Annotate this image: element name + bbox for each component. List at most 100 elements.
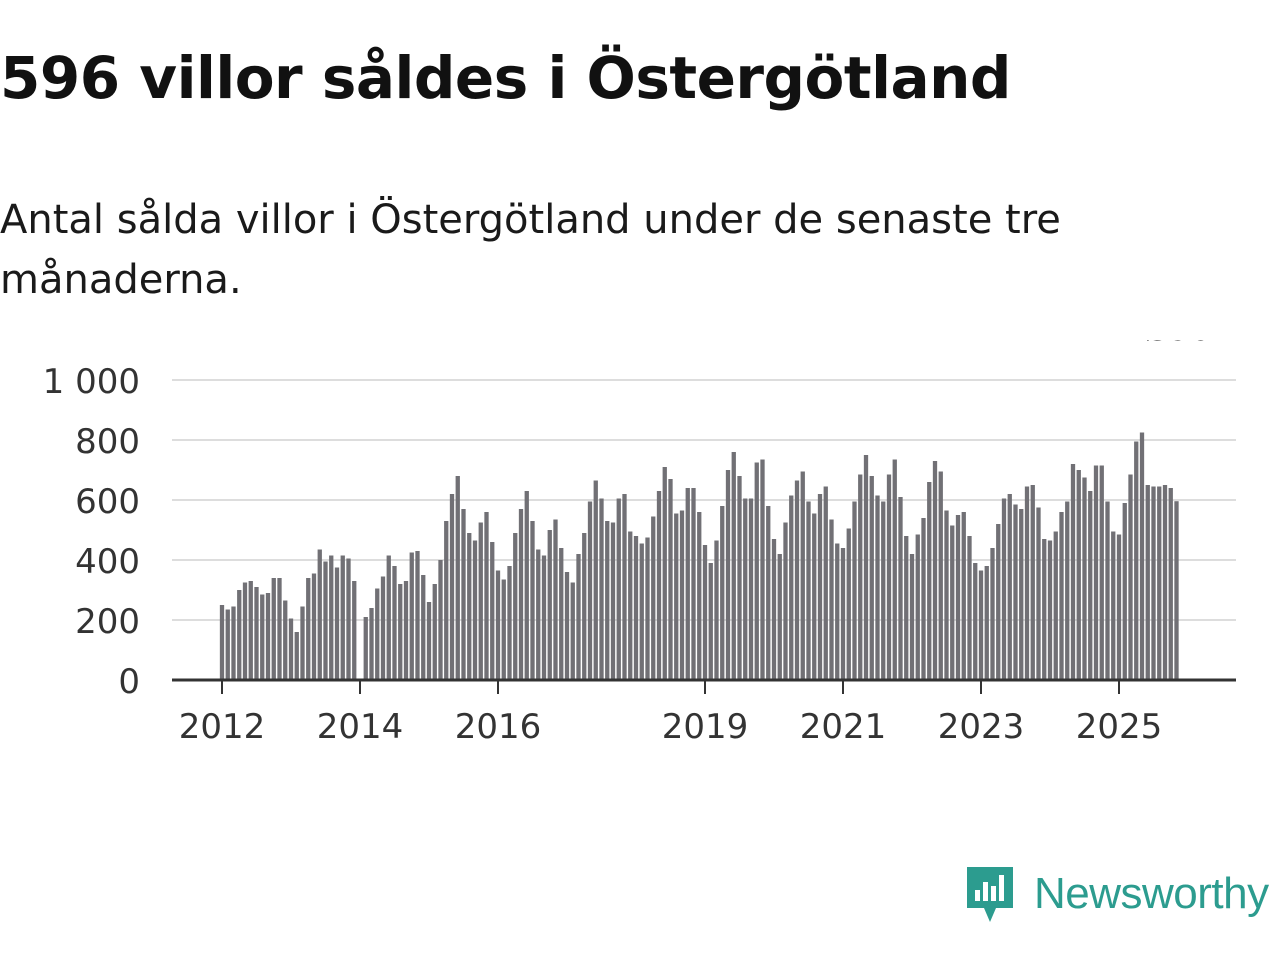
bar <box>311 573 317 680</box>
bar <box>1070 464 1076 680</box>
newsworthy-logo-icon <box>967 867 1013 922</box>
bar <box>674 513 679 680</box>
bar <box>283 600 288 680</box>
bar <box>495 570 501 680</box>
bar <box>1116 534 1122 680</box>
bar <box>1128 474 1133 680</box>
bar <box>633 536 639 680</box>
bar <box>898 497 903 680</box>
bar <box>656 491 662 680</box>
bar <box>478 522 483 680</box>
bar <box>754 462 759 680</box>
bar <box>501 579 506 680</box>
bar <box>1111 531 1116 680</box>
bar <box>812 513 817 680</box>
bar <box>352 581 357 680</box>
bar <box>662 467 667 680</box>
bar <box>875 495 880 680</box>
bar <box>932 461 938 680</box>
bar <box>904 536 909 680</box>
bar <box>518 509 524 680</box>
x-tick-label: 2025 <box>1076 707 1163 747</box>
bar <box>714 540 719 680</box>
y-tick-label: 800 <box>75 422 140 462</box>
bar <box>691 488 696 680</box>
bar <box>380 576 386 680</box>
bar <box>265 593 271 680</box>
bar <box>1019 509 1024 680</box>
y-axis-labels: 0 200 400 600 800 1 000 <box>43 362 140 702</box>
brand-name: Newsworthy <box>1034 869 1269 918</box>
bar <box>1122 503 1127 680</box>
y-tick-label: 0 <box>118 662 140 702</box>
bar <box>455 476 460 680</box>
bar <box>639 543 644 680</box>
bar <box>536 549 541 680</box>
bar <box>651 516 656 680</box>
bar <box>984 566 989 680</box>
bars <box>219 432 1179 680</box>
bar <box>990 548 995 680</box>
bar <box>444 521 449 680</box>
bar <box>553 519 558 680</box>
bar <box>1024 486 1030 680</box>
bar <box>737 476 742 680</box>
bar <box>645 537 650 680</box>
page-subtitle: Antal sålda villor i Östergötland under … <box>0 197 1061 303</box>
page-title: 596 villor såldes i Östergötland <box>0 44 1011 112</box>
bar <box>300 606 305 680</box>
bar <box>806 501 811 680</box>
x-tick-label: 2014 <box>317 707 404 747</box>
bar <box>1093 465 1099 680</box>
bar <box>237 590 242 680</box>
bar <box>1139 432 1145 680</box>
bar <box>622 494 627 680</box>
bar <box>1174 501 1179 680</box>
bar <box>306 578 311 680</box>
bar <box>961 512 966 680</box>
bar <box>1036 507 1041 680</box>
bar <box>524 491 529 680</box>
bar <box>1105 501 1110 680</box>
bar <box>582 533 587 680</box>
bar <box>334 567 340 680</box>
bar <box>587 501 593 680</box>
bar <box>731 452 736 680</box>
bar <box>1001 498 1007 680</box>
bar <box>685 488 690 680</box>
bar <box>340 555 345 680</box>
bar <box>996 524 1001 680</box>
bar <box>973 563 978 680</box>
bar <box>449 494 455 680</box>
bar <box>1053 531 1058 680</box>
bar <box>1076 470 1081 680</box>
bar <box>1088 491 1093 680</box>
x-tick-label: 2021 <box>800 707 887 747</box>
bar <box>271 578 276 680</box>
bar <box>260 594 265 680</box>
bar <box>1162 485 1168 680</box>
bar <box>530 521 535 680</box>
bar <box>1134 441 1139 680</box>
bar <box>771 539 777 680</box>
bar <box>1042 539 1047 680</box>
bar <box>846 528 851 680</box>
bar <box>616 498 621 680</box>
bar <box>1082 477 1087 680</box>
bar <box>363 617 368 680</box>
bar <box>507 566 512 680</box>
bar <box>1059 512 1064 680</box>
bar <box>823 486 828 680</box>
bar <box>329 555 334 680</box>
bar <box>386 555 391 680</box>
bar <box>817 494 823 680</box>
bar <box>605 521 610 680</box>
bar <box>708 563 713 680</box>
bar <box>1157 486 1162 680</box>
y-tick-label: 400 <box>75 542 140 582</box>
bar <box>576 554 581 680</box>
bar <box>1099 465 1104 680</box>
bar <box>294 632 299 680</box>
bar <box>858 474 863 680</box>
